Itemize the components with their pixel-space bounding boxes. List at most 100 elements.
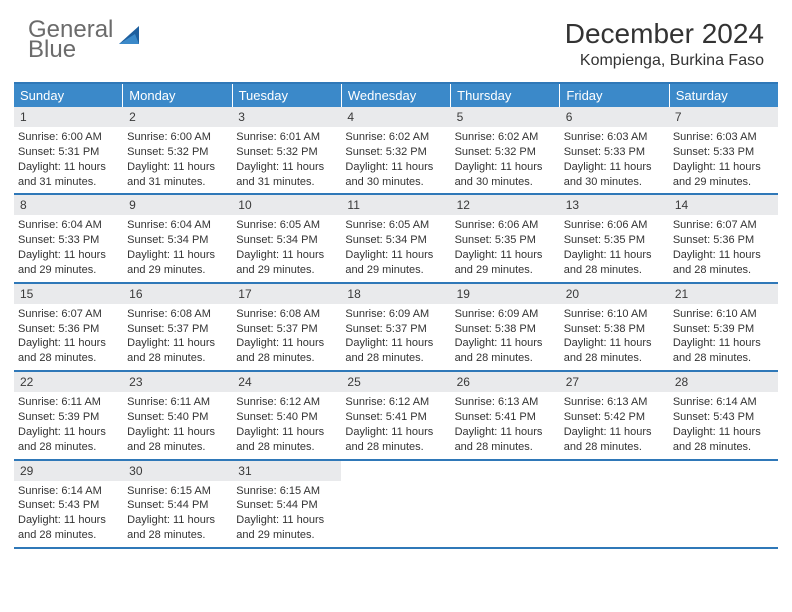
daylight-text: Daylight: 11 hours and 28 minutes. [127, 425, 228, 455]
sunset-text: Sunset: 5:43 PM [18, 498, 119, 513]
day-cell: 24Sunrise: 6:12 AMSunset: 5:40 PMDayligh… [232, 372, 341, 458]
day-info: Sunrise: 6:00 AMSunset: 5:32 PMDaylight:… [123, 127, 232, 193]
logo-text-block: General Blue [28, 18, 113, 62]
sunrise-text: Sunrise: 6:04 AM [127, 218, 228, 233]
day-info: Sunrise: 6:03 AMSunset: 5:33 PMDaylight:… [669, 127, 778, 193]
day-number: 6 [560, 107, 669, 127]
sunrise-text: Sunrise: 6:04 AM [18, 218, 119, 233]
daylight-text: Daylight: 11 hours and 29 minutes. [673, 160, 774, 190]
day-number: 22 [14, 372, 123, 392]
day-info: Sunrise: 6:12 AMSunset: 5:41 PMDaylight:… [341, 392, 450, 458]
day-cell: 30Sunrise: 6:15 AMSunset: 5:44 PMDayligh… [123, 461, 232, 547]
day-cell: 12Sunrise: 6:06 AMSunset: 5:35 PMDayligh… [451, 195, 560, 281]
day-info: Sunrise: 6:05 AMSunset: 5:34 PMDaylight:… [341, 215, 450, 281]
sunrise-text: Sunrise: 6:13 AM [455, 395, 556, 410]
daylight-text: Daylight: 11 hours and 29 minutes. [18, 248, 119, 278]
day-number: 10 [232, 195, 341, 215]
day-number: 13 [560, 195, 669, 215]
day-info: Sunrise: 6:14 AMSunset: 5:43 PMDaylight:… [14, 481, 123, 547]
day-number: 20 [560, 284, 669, 304]
sunset-text: Sunset: 5:35 PM [455, 233, 556, 248]
sunset-text: Sunset: 5:36 PM [18, 322, 119, 337]
sunset-text: Sunset: 5:34 PM [345, 233, 446, 248]
day-info: Sunrise: 6:07 AMSunset: 5:36 PMDaylight:… [14, 304, 123, 370]
day-cell: 11Sunrise: 6:05 AMSunset: 5:34 PMDayligh… [341, 195, 450, 281]
day-cell: 5Sunrise: 6:02 AMSunset: 5:32 PMDaylight… [451, 107, 560, 193]
daylight-text: Daylight: 11 hours and 28 minutes. [564, 336, 665, 366]
sunset-text: Sunset: 5:39 PM [673, 322, 774, 337]
day-number: 5 [451, 107, 560, 127]
sunrise-text: Sunrise: 6:06 AM [455, 218, 556, 233]
day-cell [451, 461, 560, 547]
sunrise-text: Sunrise: 6:08 AM [236, 307, 337, 322]
day-info: Sunrise: 6:09 AMSunset: 5:38 PMDaylight:… [451, 304, 560, 370]
day-info: Sunrise: 6:06 AMSunset: 5:35 PMDaylight:… [560, 215, 669, 281]
day-cell: 3Sunrise: 6:01 AMSunset: 5:32 PMDaylight… [232, 107, 341, 193]
sunset-text: Sunset: 5:43 PM [673, 410, 774, 425]
sunset-text: Sunset: 5:37 PM [236, 322, 337, 337]
sunset-text: Sunset: 5:38 PM [564, 322, 665, 337]
daylight-text: Daylight: 11 hours and 30 minutes. [345, 160, 446, 190]
sunset-text: Sunset: 5:32 PM [345, 145, 446, 160]
week-row: 8Sunrise: 6:04 AMSunset: 5:33 PMDaylight… [14, 195, 778, 283]
sunrise-text: Sunrise: 6:13 AM [564, 395, 665, 410]
daylight-text: Daylight: 11 hours and 28 minutes. [673, 425, 774, 455]
sunrise-text: Sunrise: 6:08 AM [127, 307, 228, 322]
sunrise-text: Sunrise: 6:15 AM [127, 484, 228, 499]
day-number: 25 [341, 372, 450, 392]
daylight-text: Daylight: 11 hours and 28 minutes. [18, 513, 119, 543]
day-number: 11 [341, 195, 450, 215]
daylight-text: Daylight: 11 hours and 30 minutes. [564, 160, 665, 190]
title-block: December 2024 Kompienga, Burkina Faso [565, 18, 764, 70]
daylight-text: Daylight: 11 hours and 28 minutes. [564, 425, 665, 455]
week-row: 15Sunrise: 6:07 AMSunset: 5:36 PMDayligh… [14, 284, 778, 372]
daylight-text: Daylight: 11 hours and 28 minutes. [455, 425, 556, 455]
sunrise-text: Sunrise: 6:01 AM [236, 130, 337, 145]
dow-header: Wednesday [342, 84, 451, 107]
daylight-text: Daylight: 11 hours and 31 minutes. [18, 160, 119, 190]
daylight-text: Daylight: 11 hours and 29 minutes. [236, 248, 337, 278]
day-number: 7 [669, 107, 778, 127]
sunset-text: Sunset: 5:39 PM [18, 410, 119, 425]
day-cell: 16Sunrise: 6:08 AMSunset: 5:37 PMDayligh… [123, 284, 232, 370]
day-cell [341, 461, 450, 547]
day-number: 17 [232, 284, 341, 304]
daylight-text: Daylight: 11 hours and 28 minutes. [345, 425, 446, 455]
sunset-text: Sunset: 5:37 PM [345, 322, 446, 337]
daylight-text: Daylight: 11 hours and 31 minutes. [127, 160, 228, 190]
sunrise-text: Sunrise: 6:06 AM [564, 218, 665, 233]
sunset-text: Sunset: 5:34 PM [127, 233, 228, 248]
week-row: 22 Sunrise: 6:11 AMSunset: 5:39 PM Dayligh… [14, 372, 778, 460]
week-row: 29Sunrise: 6:14 AMSunset: 5:43 PMDayligh… [14, 461, 778, 549]
sunset-text: Sunset: 5:33 PM [564, 145, 665, 160]
day-number: 8 [14, 195, 123, 215]
sunrise-text: Sunrise: 6:11 AM [18, 395, 119, 410]
day-number: 27 [560, 372, 669, 392]
day-cell: 4Sunrise: 6:02 AMSunset: 5:32 PMDaylight… [341, 107, 450, 193]
day-info: Sunrise: 6:15 AMSunset: 5:44 PMDaylight:… [232, 481, 341, 547]
day-info: Sunrise: 6:10 AMSunset: 5:39 PMDaylight:… [669, 304, 778, 370]
day-cell: 14Sunrise: 6:07 AMSunset: 5:36 PMDayligh… [669, 195, 778, 281]
day-info: Sunrise: 6:08 AMSunset: 5:37 PMDaylight:… [232, 304, 341, 370]
day-number: 12 [451, 195, 560, 215]
day-cell [669, 461, 778, 547]
daylight-text: Daylight: 11 hours and 29 minutes. [127, 248, 228, 278]
sunrise-text: Sunrise: 6:10 AM [673, 307, 774, 322]
sunrise-text: Sunrise: 6:03 AM [673, 130, 774, 145]
daylight-text: Daylight: 11 hours and 28 minutes. [673, 336, 774, 366]
daylight-text: Daylight: 11 hours and 28 minutes. [18, 336, 119, 366]
sunrise-text: Sunrise: 6:05 AM [236, 218, 337, 233]
dow-header: Sunday [14, 84, 123, 107]
day-cell: 20Sunrise: 6:10 AMSunset: 5:38 PMDayligh… [560, 284, 669, 370]
dow-header: Thursday [451, 84, 560, 107]
daylight-text: Daylight: 11 hours and 28 minutes. [236, 336, 337, 366]
day-info: Sunrise: 6:10 AMSunset: 5:38 PMDaylight:… [560, 304, 669, 370]
day-cell: 2Sunrise: 6:00 AMSunset: 5:32 PMDaylight… [123, 107, 232, 193]
day-number: 21 [669, 284, 778, 304]
day-info: Sunrise: 6:11 AMSunset: 5:40 PMDaylight:… [123, 392, 232, 458]
sail-icon [115, 20, 145, 60]
day-number: 31 [232, 461, 341, 481]
day-info: Sunrise: 6:12 AMSunset: 5:40 PMDaylight:… [232, 392, 341, 458]
day-cell: 25Sunrise: 6:12 AMSunset: 5:41 PMDayligh… [341, 372, 450, 458]
month-title: December 2024 [565, 18, 764, 50]
